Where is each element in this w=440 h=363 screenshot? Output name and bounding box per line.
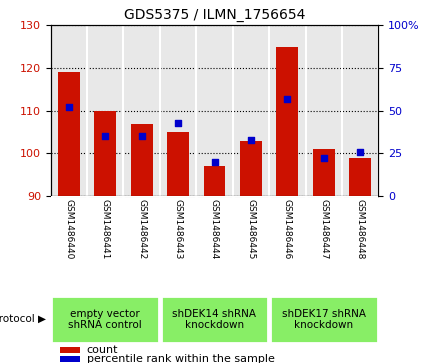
Point xyxy=(175,120,182,126)
Bar xyxy=(60,356,80,362)
Text: shDEK14 shRNA
knockdown: shDEK14 shRNA knockdown xyxy=(172,309,257,330)
Bar xyxy=(167,132,189,196)
Point xyxy=(247,137,254,143)
Point xyxy=(65,105,72,110)
Bar xyxy=(58,72,80,196)
Text: count: count xyxy=(87,345,118,355)
Bar xyxy=(204,166,225,196)
Bar xyxy=(270,295,378,343)
Bar xyxy=(349,158,371,196)
Text: GSM1486445: GSM1486445 xyxy=(246,199,256,259)
Bar xyxy=(94,111,116,196)
Text: GSM1486441: GSM1486441 xyxy=(101,199,110,259)
Point xyxy=(138,133,145,139)
Bar xyxy=(161,295,268,343)
Text: shDEK17 shRNA
knockdown: shDEK17 shRNA knockdown xyxy=(282,309,366,330)
Bar xyxy=(313,149,335,196)
Point xyxy=(284,96,291,102)
Point xyxy=(320,156,327,162)
Bar xyxy=(131,123,153,196)
Text: empty vector
shRNA control: empty vector shRNA control xyxy=(68,309,142,330)
Text: protocol ▶: protocol ▶ xyxy=(0,314,46,325)
Text: GSM1486447: GSM1486447 xyxy=(319,199,328,259)
Text: GSM1486446: GSM1486446 xyxy=(283,199,292,259)
Point xyxy=(211,159,218,165)
Bar xyxy=(60,347,80,353)
Text: GSM1486443: GSM1486443 xyxy=(173,199,183,259)
Title: GDS5375 / ILMN_1756654: GDS5375 / ILMN_1756654 xyxy=(124,8,305,22)
Text: percentile rank within the sample: percentile rank within the sample xyxy=(87,354,275,363)
Bar xyxy=(240,140,262,196)
Text: GSM1486440: GSM1486440 xyxy=(64,199,73,259)
Bar xyxy=(51,295,159,343)
Text: GSM1486448: GSM1486448 xyxy=(356,199,365,259)
Text: GSM1486444: GSM1486444 xyxy=(210,199,219,259)
Bar xyxy=(276,47,298,196)
Point xyxy=(102,133,109,139)
Text: GSM1486442: GSM1486442 xyxy=(137,199,146,259)
Point xyxy=(357,149,364,155)
